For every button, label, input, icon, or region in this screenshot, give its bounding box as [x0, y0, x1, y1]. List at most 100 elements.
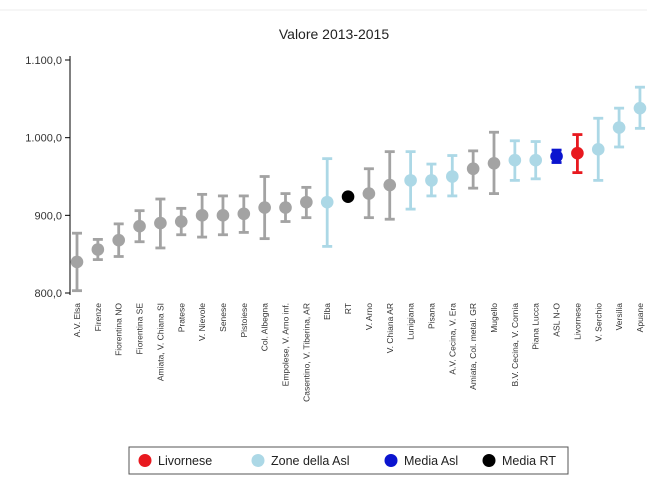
- point-marker: [612, 121, 626, 134]
- legend: Livornese Zone della Asl Media Asl Media RT: [128, 446, 569, 475]
- point-marker: [70, 255, 84, 269]
- legend-items: Livornese Zone della Asl Media Asl Media RT: [138, 454, 556, 468]
- point-marker: [425, 174, 438, 187]
- point-marker: [466, 162, 480, 176]
- data-point: [550, 148, 563, 164]
- data-point: [571, 133, 584, 175]
- x-tick-label: A.V. Elsa: [72, 303, 82, 337]
- data-point: [404, 150, 417, 211]
- data-point: [612, 106, 626, 149]
- point-marker: [633, 101, 647, 115]
- x-tick-label: Fiorentina NO: [114, 303, 124, 356]
- x-tick-label: ASL N-O: [552, 303, 562, 337]
- data-point: [466, 149, 480, 190]
- point-marker: [591, 143, 605, 156]
- x-tick-label: Pratese: [176, 303, 186, 333]
- data-point: [341, 190, 355, 203]
- point-marker: [279, 201, 292, 214]
- data-marks: [70, 85, 647, 293]
- legend-marker: [251, 454, 265, 467]
- point-marker: [174, 215, 188, 228]
- data-point: [591, 116, 605, 182]
- data-point: [529, 140, 542, 181]
- legend-label: Zone della Asl: [271, 454, 350, 468]
- x-tick-label: Lunigiana: [406, 303, 416, 340]
- data-point: [446, 154, 459, 198]
- x-tick-label: V. Serchio: [593, 303, 603, 342]
- legend-entry: Media RT: [482, 454, 556, 468]
- data-point: [216, 194, 230, 237]
- data-point: [425, 162, 438, 198]
- point-marker: [571, 146, 584, 160]
- legend-entry: Zone della Asl: [251, 454, 350, 468]
- data-point: [300, 185, 313, 220]
- data-point: [237, 194, 251, 234]
- x-tick-label: V. Arno: [364, 303, 374, 330]
- point-marker: [258, 201, 271, 214]
- x-tick-label: Versilia: [614, 303, 624, 331]
- x-tick-label: Apuane: [635, 303, 645, 333]
- data-point: [362, 167, 376, 220]
- x-tick-label: V. Chiana AR: [385, 303, 395, 353]
- x-tick-label: Pistoiese: [239, 303, 249, 338]
- x-tick-label: B.V. Cecina, V. Cornia: [510, 303, 520, 387]
- data-point: [174, 206, 188, 237]
- y-tick-label: 1.100,0: [25, 55, 62, 67]
- point-marker: [300, 195, 313, 209]
- x-tick-label: Amiata, V. Chiana SI: [155, 303, 165, 381]
- point-marker: [154, 216, 167, 230]
- y-tick-label: 800,0: [34, 288, 62, 300]
- point-marker: [133, 219, 146, 233]
- legend-entry: Media Asl: [384, 454, 458, 468]
- x-tick-label: Pisana: [426, 303, 436, 329]
- data-point: [154, 197, 167, 250]
- point-marker: [487, 156, 501, 170]
- legend-marker: [138, 454, 152, 467]
- data-point: [133, 209, 146, 244]
- data-point: [633, 85, 647, 130]
- point-marker: [446, 170, 459, 183]
- point-marker: [383, 178, 397, 192]
- x-tick-label: Amiata, Col. metal. GR: [468, 303, 478, 390]
- data-point: [195, 192, 209, 239]
- point-marker: [529, 153, 542, 167]
- data-point: [70, 231, 84, 293]
- x-tick-label: V. Nievole: [197, 303, 207, 341]
- point-marker: [341, 190, 355, 203]
- legend-entry: Livornese: [138, 454, 212, 468]
- x-tick-label: Senese: [218, 303, 228, 332]
- point-marker: [216, 209, 230, 222]
- x-tick-label: Elba: [322, 303, 332, 320]
- data-point: [258, 175, 271, 241]
- x-tick-label: Firenze: [93, 303, 103, 332]
- point-marker: [195, 209, 209, 222]
- data-point: [320, 157, 334, 248]
- x-tick-label: Fiorentina SE: [135, 303, 145, 355]
- x-tick-label: RT: [343, 303, 353, 314]
- data-point: [508, 139, 522, 182]
- point-marker: [508, 153, 522, 167]
- point-marker: [362, 187, 376, 200]
- data-point: [91, 238, 105, 262]
- point-marker: [404, 174, 417, 187]
- legend-box: [128, 446, 569, 475]
- x-tick-label: Col. Albegna: [260, 303, 270, 351]
- x-tick-label: Mugello: [489, 303, 499, 333]
- y-tick-label: 900,0: [34, 210, 62, 222]
- point-marker: [112, 233, 125, 247]
- point-marker: [91, 243, 105, 256]
- data-point: [112, 222, 125, 258]
- x-tick-label: Livornese: [572, 303, 582, 340]
- y-tick-label: 1.000,0: [25, 133, 62, 145]
- chart-title: Valore 2013-2015: [279, 26, 389, 42]
- data-point: [279, 192, 292, 223]
- legend-label: Media RT: [502, 454, 556, 468]
- legend-marker: [482, 454, 496, 467]
- x-tick-label: Casentino, V. Tiberina, AR: [301, 303, 311, 402]
- legend-marker: [384, 454, 398, 467]
- data-point: [383, 150, 397, 221]
- x-tick-label: A.V. Cecina, V. Era: [447, 303, 457, 375]
- x-tick-label: Piana Lucca: [531, 303, 541, 350]
- legend-label: Media Asl: [404, 454, 458, 468]
